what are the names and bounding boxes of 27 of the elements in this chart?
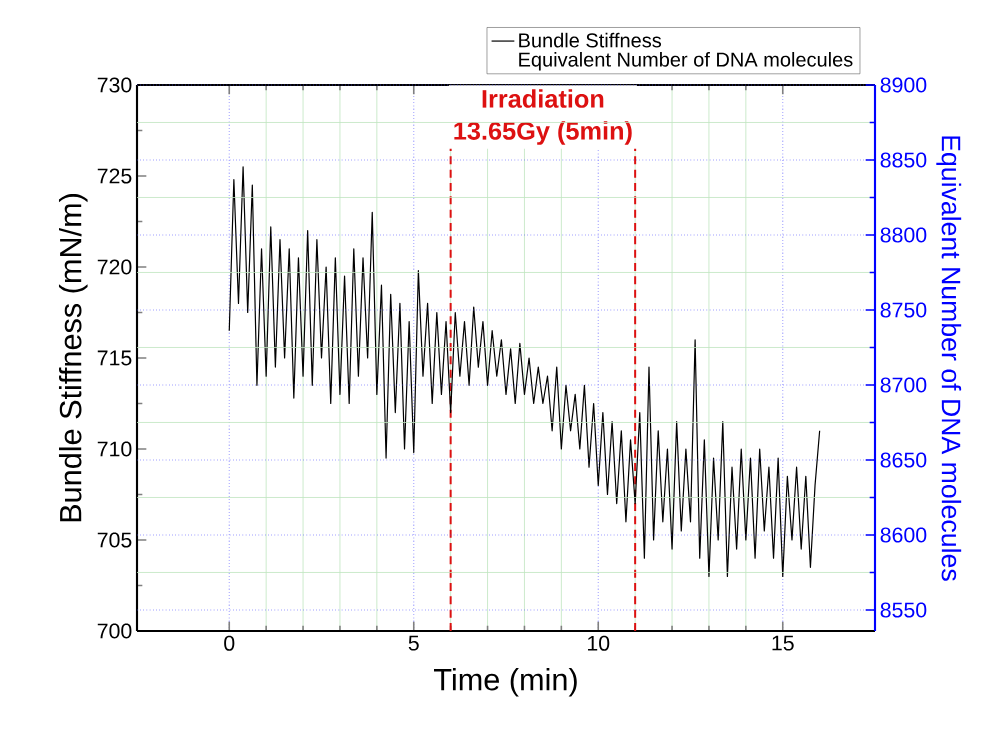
y2-tick-label: 8800 xyxy=(880,227,927,243)
annotation: 13.65Gy (5min) xyxy=(454,121,632,145)
y2-axis-title: Equivalent Number of DNA molecules xyxy=(936,136,962,581)
y2-tick-label: 8850 xyxy=(880,152,927,168)
y-tick-label: 715 xyxy=(97,350,132,366)
x-tick-label: 15 xyxy=(772,635,794,651)
line-series xyxy=(228,166,821,577)
x-tick-label: 10 xyxy=(588,635,610,651)
annotation: Irradiation xyxy=(482,89,604,108)
y2-tick-label: 8650 xyxy=(880,452,927,468)
y-tick-label: 720 xyxy=(97,259,132,275)
x-tick-label: 5 xyxy=(408,635,419,651)
y2-tick-label: 8550 xyxy=(880,602,927,618)
y-tick-label: 700 xyxy=(97,623,132,639)
x-axis-title: Time (min) xyxy=(434,667,577,697)
y-axis-title: Bundle Stiffness (mN/m) xyxy=(58,194,88,522)
y-tick-label: 730 xyxy=(97,77,132,93)
y-tick-label: 705 xyxy=(97,532,132,548)
y2-tick-label: 8750 xyxy=(880,302,927,318)
y2-tick-label: 8900 xyxy=(880,77,927,93)
text: Equivalent Number of DNA molecules xyxy=(519,51,853,71)
x-tick-label: 0 xyxy=(224,635,235,651)
y2-tick-label: 8700 xyxy=(880,377,927,393)
y-tick-label: 725 xyxy=(97,168,132,184)
y-tick-label: 710 xyxy=(97,441,132,457)
legend-label: Bundle Stiffness xyxy=(519,32,662,48)
y2-tick-label: 8600 xyxy=(880,527,927,543)
